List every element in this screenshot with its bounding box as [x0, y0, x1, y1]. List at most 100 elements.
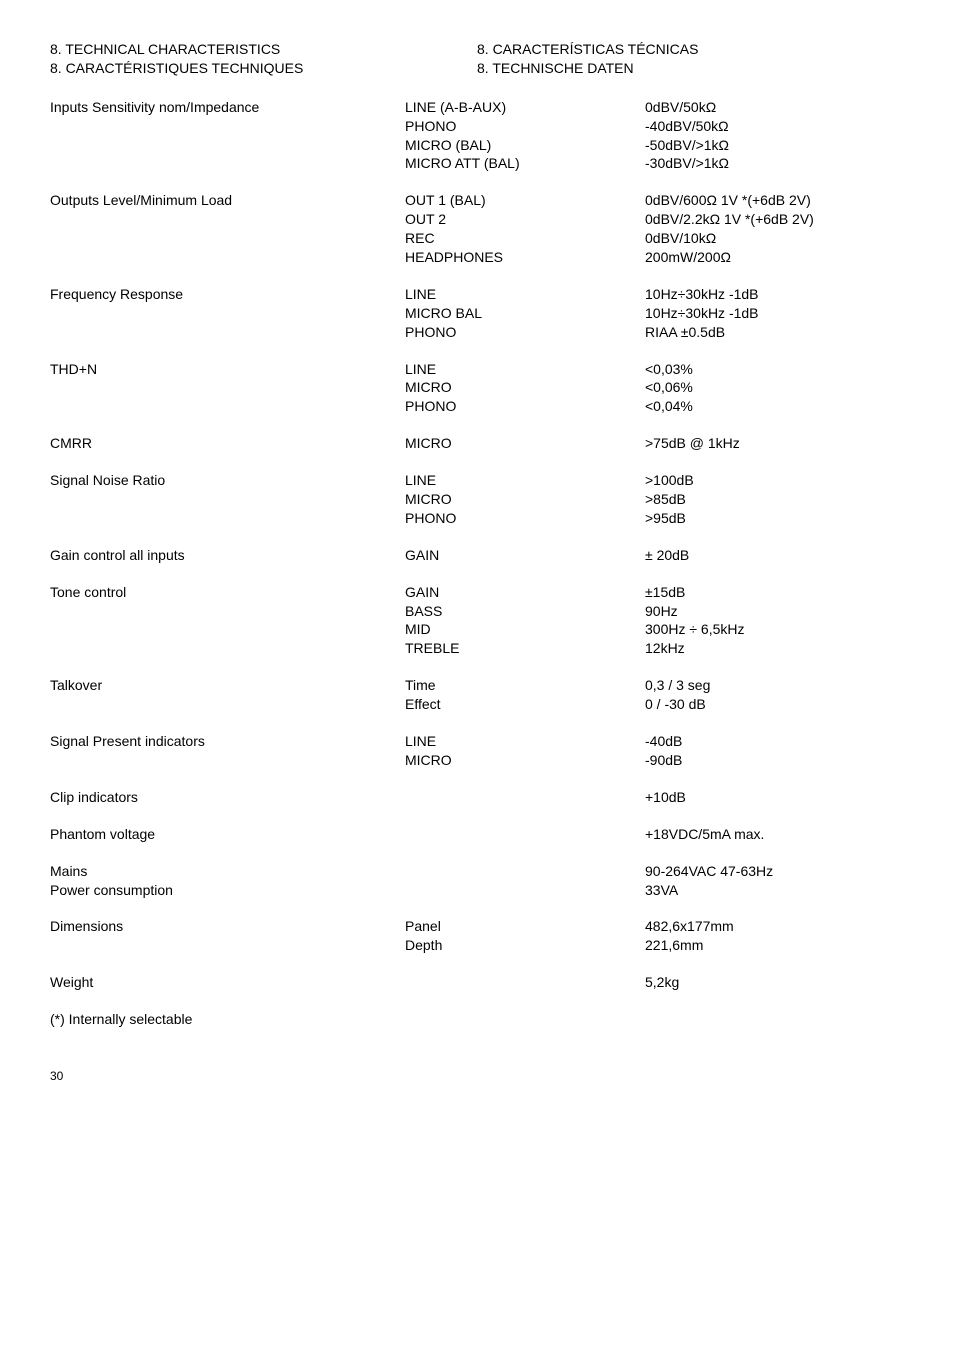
value-line: 200mW/200Ω — [645, 248, 904, 267]
header-right: 8. CARACTERÍSTICAS TÉCNICAS 8. TECHNISCH… — [477, 40, 904, 78]
mid-line: LINE — [405, 471, 645, 490]
header-text: 8. CARACTÉRISTIQUES TECHNIQUES — [50, 59, 477, 78]
label-line: Weight — [50, 973, 405, 992]
spec-mid: OUT 1 (BAL)OUT 2RECHEADPHONES — [405, 191, 645, 267]
spec-value: ±15dB90Hz300Hz ÷ 6,5kHz12kHz — [645, 583, 904, 659]
spec-row: Frequency ResponseLINEMICRO BALPHONO10Hz… — [50, 285, 904, 342]
value-line: 10Hz÷30kHz -1dB — [645, 285, 904, 304]
mid-line: LINE — [405, 360, 645, 379]
label-line: Frequency Response — [50, 285, 405, 304]
mid-line: GAIN — [405, 583, 645, 602]
mid-line: BASS — [405, 602, 645, 621]
spec-label: CMRR — [50, 434, 405, 453]
mid-line: LINE (A-B-AUX) — [405, 98, 645, 117]
spec-value: 482,6x177mm221,6mm — [645, 917, 904, 955]
spec-mid — [405, 973, 645, 992]
label-line: THD+N — [50, 360, 405, 379]
mid-line: PHONO — [405, 323, 645, 342]
label-line: Power consumption — [50, 881, 405, 900]
value-line: 90Hz — [645, 602, 904, 621]
spec-label: Tone control — [50, 583, 405, 659]
mid-line: MID — [405, 620, 645, 639]
spec-label: Outputs Level/Minimum Load — [50, 191, 405, 267]
label-line: CMRR — [50, 434, 405, 453]
mid-line: LINE — [405, 732, 645, 751]
value-line: -40dBV/50kΩ — [645, 117, 904, 136]
value-line: 90-264VAC 47-63Hz — [645, 862, 904, 881]
spec-row: CMRRMICRO>75dB @ 1kHz — [50, 434, 904, 453]
value-line: +18VDC/5mA max. — [645, 825, 904, 844]
value-line: 10Hz÷30kHz -1dB — [645, 304, 904, 323]
value-line: 0dBV/10kΩ — [645, 229, 904, 248]
value-line: 0dBV/2.2kΩ 1V *(+6dB 2V) — [645, 210, 904, 229]
spec-mid — [405, 788, 645, 807]
spec-value: >100dB>85dB>95dB — [645, 471, 904, 528]
header-left: 8. TECHNICAL CHARACTERISTICS 8. CARACTÉR… — [50, 40, 477, 78]
spec-value: <0,03%<0,06%<0,04% — [645, 360, 904, 417]
mid-line: Effect — [405, 695, 645, 714]
value-line: 5,2kg — [645, 973, 904, 992]
spec-value: 10Hz÷30kHz -1dB10Hz÷30kHz -1dBRIAA ±0.5d… — [645, 285, 904, 342]
spec-row: Signal Present indicatorsLINEMICRO-40dB-… — [50, 732, 904, 770]
mid-line: REC — [405, 229, 645, 248]
mid-line: Panel — [405, 917, 645, 936]
spec-value: 5,2kg — [645, 973, 904, 992]
label-line: Signal Present indicators — [50, 732, 405, 751]
value-line: ±15dB — [645, 583, 904, 602]
label-line: Inputs Sensitivity nom/Impedance — [50, 98, 405, 117]
mid-line: PHONO — [405, 117, 645, 136]
value-line: 0,3 / 3 seg — [645, 676, 904, 695]
value-line: +10dB — [645, 788, 904, 807]
mid-line: Time — [405, 676, 645, 695]
label-line: Phantom voltage — [50, 825, 405, 844]
mid-line: OUT 2 — [405, 210, 645, 229]
mid-line: GAIN — [405, 546, 645, 565]
spec-label: Signal Noise Ratio — [50, 471, 405, 528]
spec-mid: GAINBASSMIDTREBLE — [405, 583, 645, 659]
label-line: Dimensions — [50, 917, 405, 936]
mid-line: Depth — [405, 936, 645, 955]
mid-line: MICRO — [405, 751, 645, 770]
spec-label: Gain control all inputs — [50, 546, 405, 565]
value-line: 482,6x177mm — [645, 917, 904, 936]
value-line: <0,04% — [645, 397, 904, 416]
spec-row: Outputs Level/Minimum LoadOUT 1 (BAL)OUT… — [50, 191, 904, 267]
value-line: 0dBV/600Ω 1V *(+6dB 2V) — [645, 191, 904, 210]
value-line: <0,03% — [645, 360, 904, 379]
spec-mid — [405, 862, 645, 900]
spec-mid: LINEMICROPHONO — [405, 360, 645, 417]
page-number: 30 — [50, 1069, 904, 1083]
spec-value: +10dB — [645, 788, 904, 807]
value-line: 12kHz — [645, 639, 904, 658]
spec-row: TalkoverTimeEffect0,3 / 3 seg0 / -30 dB — [50, 676, 904, 714]
spec-row: Weight 5,2kg — [50, 973, 904, 992]
footnote-row: (*) Internally selectable — [50, 1010, 904, 1029]
label-line: Gain control all inputs — [50, 546, 405, 565]
spec-row: Phantom voltage +18VDC/5mA max. — [50, 825, 904, 844]
value-line: >95dB — [645, 509, 904, 528]
header-text: 8. TECHNICAL CHARACTERISTICS — [50, 40, 477, 59]
header-text: 8. TECHNISCHE DATEN — [477, 59, 904, 78]
footnote: (*) Internally selectable — [50, 1010, 405, 1029]
spec-label: Signal Present indicators — [50, 732, 405, 770]
header: 8. TECHNICAL CHARACTERISTICS 8. CARACTÉR… — [50, 40, 904, 78]
mid-line: TREBLE — [405, 639, 645, 658]
spec-row: Gain control all inputsGAIN± 20dB — [50, 546, 904, 565]
label-line: Mains — [50, 862, 405, 881]
spec-mid: LINEMICRO — [405, 732, 645, 770]
mid-line: LINE — [405, 285, 645, 304]
value-line: 221,6mm — [645, 936, 904, 955]
spec-table: Inputs Sensitivity nom/ImpedanceLINE (A-… — [50, 98, 904, 992]
label-line: Outputs Level/Minimum Load — [50, 191, 405, 210]
mid-line: MICRO (BAL) — [405, 136, 645, 155]
spec-row: Clip indicators+10dB — [50, 788, 904, 807]
mid-line: PHONO — [405, 397, 645, 416]
mid-line: MICRO — [405, 378, 645, 397]
value-line: -30dBV/>1kΩ — [645, 154, 904, 173]
spec-label: Talkover — [50, 676, 405, 714]
spec-mid: LINE (A-B-AUX)PHONOMICRO (BAL)MICRO ATT … — [405, 98, 645, 174]
value-line: ± 20dB — [645, 546, 904, 565]
mid-line: MICRO BAL — [405, 304, 645, 323]
spec-label: Weight — [50, 973, 405, 992]
value-line: 300Hz ÷ 6,5kHz — [645, 620, 904, 639]
